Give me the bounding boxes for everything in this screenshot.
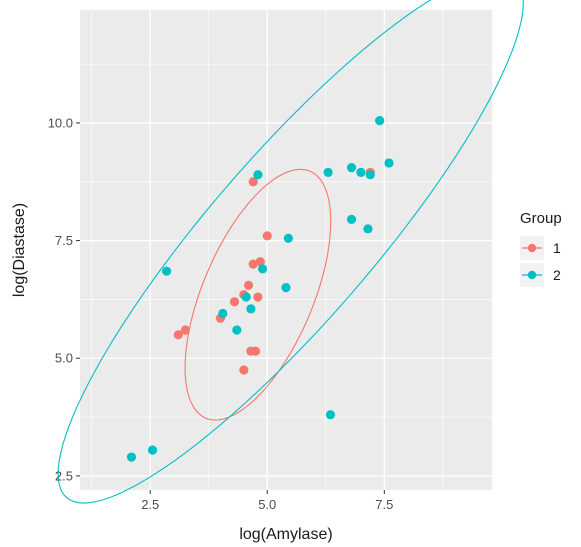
point-group-2: [363, 224, 373, 234]
point-group-2: [325, 410, 336, 420]
legend-label-group-1: 1: [553, 240, 561, 256]
point-group-2: [257, 264, 268, 274]
point-group-2: [162, 266, 172, 276]
point-group-2: [323, 167, 333, 177]
x-axis-ticks: 2.5 5.0 7.5: [141, 490, 393, 512]
point-group-1: [248, 259, 258, 269]
x-tick-label: 7.5: [375, 497, 393, 512]
legend: Group 1 2: [520, 210, 562, 287]
point-group-1: [239, 365, 249, 375]
legend-key-point: [527, 270, 537, 280]
point-group-2: [246, 304, 256, 314]
point-group-1: [229, 297, 240, 307]
data-points: [126, 115, 394, 462]
point-group-2: [365, 170, 375, 180]
confidence-ellipses: [57, 0, 524, 504]
point-group-1: [243, 280, 254, 290]
point-group-2: [232, 325, 242, 335]
y-tick-label: 2.5: [55, 468, 73, 483]
point-group-2: [281, 283, 291, 293]
point-group-2: [375, 115, 385, 126]
point-group-2: [346, 214, 357, 225]
point-group-2: [126, 452, 137, 462]
y-axis-title: log(Diastase): [11, 203, 28, 297]
y-axis-ticks: 2.5 5.0 7.5 10.0: [48, 115, 80, 483]
y-tick-label: 5.0: [55, 351, 73, 366]
x-axis-title: log(Amylase): [239, 526, 332, 543]
point-group-2: [346, 163, 357, 173]
point-group-2: [356, 167, 366, 177]
point-group-1: [262, 231, 272, 241]
y-tick-label: 10.0: [48, 115, 73, 130]
point-group-2: [147, 445, 158, 455]
point-group-2: [218, 308, 228, 319]
point-group-1: [173, 330, 183, 340]
legend-key-point: [527, 243, 537, 253]
y-tick-label: 7.5: [55, 233, 73, 248]
plot-panel: [80, 10, 492, 490]
x-tick-label: 5.0: [258, 497, 276, 512]
point-group-1: [180, 325, 190, 335]
point-group-1: [250, 346, 261, 356]
point-group-2: [241, 292, 251, 302]
point-group-2: [283, 233, 293, 243]
minor-gridlines: [80, 10, 492, 490]
ellipse-group-1: [184, 168, 332, 421]
x-tick-label: 2.5: [141, 497, 159, 512]
ellipse-group-2: [57, 0, 524, 504]
legend-label-group-2: 2: [553, 267, 561, 283]
point-group-1: [253, 292, 263, 302]
point-group-2: [253, 170, 263, 180]
point-group-1: [255, 257, 265, 267]
point-group-1: [248, 177, 258, 187]
point-group-2: [384, 158, 394, 168]
legend-title: Group: [520, 210, 562, 227]
